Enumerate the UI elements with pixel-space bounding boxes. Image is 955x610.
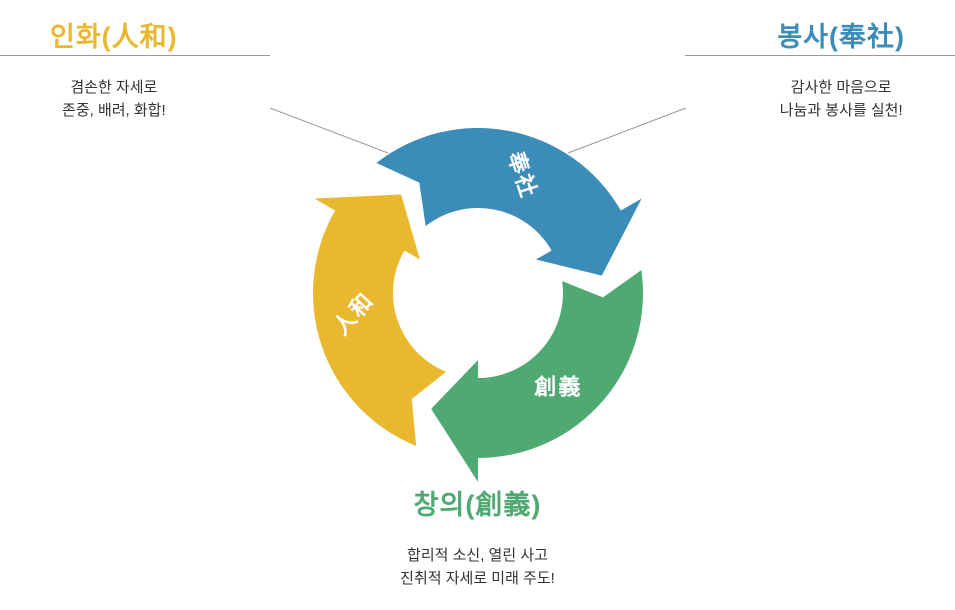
desc-line: 겸손한 자세로 xyxy=(50,76,178,99)
section-bongsa-desc: 감사한 마음으로 나눔과 봉사를 실천! xyxy=(777,76,905,123)
section-inhwa-title: 인화(人和) xyxy=(50,15,178,54)
callout-connector xyxy=(568,108,686,153)
section-changui-desc: 합리적 소신, 열린 사고 진취적 자세로 미래 주도! xyxy=(400,544,555,591)
callout-line-left xyxy=(0,55,270,56)
section-inhwa-desc: 겸손한 자세로 존중, 배려, 화합! xyxy=(50,76,178,123)
desc-line: 나눔과 봉사를 실천! xyxy=(777,99,905,122)
callout-line-right xyxy=(685,55,955,56)
section-inhwa: 인화(人和) 겸손한 자세로 존중, 배려, 화합! xyxy=(50,15,178,123)
desc-line: 진취적 자세로 미래 주도! xyxy=(400,567,555,590)
callout-connector xyxy=(270,108,388,153)
diagram-container: 인화(人和) 겸손한 자세로 존중, 배려, 화합! 봉사(奉社) 감사한 마음… xyxy=(0,0,955,610)
cycle-arrow-diagram: 人和奉社創義 xyxy=(268,83,688,503)
desc-line: 합리적 소신, 열린 사고 xyxy=(400,544,555,567)
cycle-arrow-label-changui: 創義 xyxy=(534,374,582,399)
desc-line: 존중, 배려, 화합! xyxy=(50,99,178,122)
desc-line: 감사한 마음으로 xyxy=(777,76,905,99)
section-bongsa-title: 봉사(奉社) xyxy=(777,15,905,54)
section-bongsa: 봉사(奉社) 감사한 마음으로 나눔과 봉사를 실천! xyxy=(777,15,905,123)
